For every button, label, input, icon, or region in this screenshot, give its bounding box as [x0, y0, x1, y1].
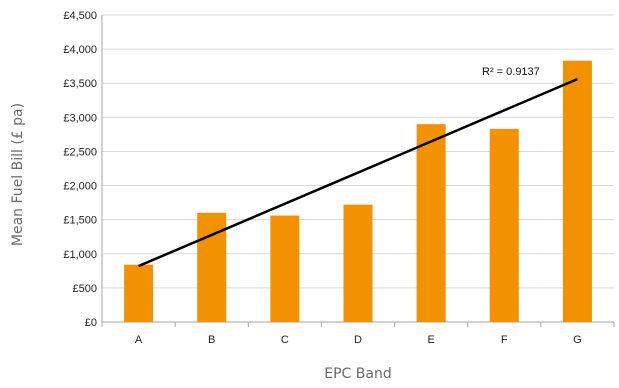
y-tick-label: £3,500 — [63, 78, 97, 90]
y-axis-title: Mean Fuel Bill (£ pa) — [10, 103, 26, 246]
x-tick-label: F — [501, 334, 508, 346]
trendline — [138, 77, 578, 268]
bar-c — [270, 215, 300, 322]
y-tick-label: £3,000 — [63, 112, 97, 124]
x-tick-label: C — [281, 334, 289, 346]
x-tick-label: G — [573, 334, 582, 346]
y-tick-labels: £0 £500 £1,000 £1,500 £2,000 £2,500 £3,000 £3,5… — [63, 10, 97, 329]
y-tick-label: £1,000 — [63, 249, 97, 261]
y-tick-label: £500 — [73, 283, 97, 295]
bar-g — [562, 60, 592, 322]
bar-d — [343, 204, 373, 322]
trendline-r2-label: R² = 0.9137 — [482, 66, 540, 78]
y-tick-label: £0 — [85, 317, 97, 329]
bars — [124, 60, 592, 323]
y-tick-label: £4,500 — [63, 10, 97, 22]
x-tick-label: D — [354, 334, 362, 346]
y-tick-label: £2,000 — [63, 181, 97, 193]
x-tick-labels: A B C D E F G — [135, 334, 582, 346]
bar-a — [124, 264, 154, 322]
bar-f — [489, 128, 519, 322]
x-tick-label: B — [208, 334, 215, 346]
bar-e — [416, 124, 446, 323]
y-tick-label: £2,500 — [63, 146, 97, 158]
y-tick-label: £4,000 — [63, 44, 97, 56]
y-tick-label: £1,500 — [63, 215, 97, 227]
x-tick-label: A — [135, 334, 143, 346]
bar-b — [197, 212, 227, 322]
x-axis-title: EPC Band — [324, 366, 391, 382]
gridlines — [101, 14, 615, 327]
x-tick-label: E — [427, 334, 434, 346]
